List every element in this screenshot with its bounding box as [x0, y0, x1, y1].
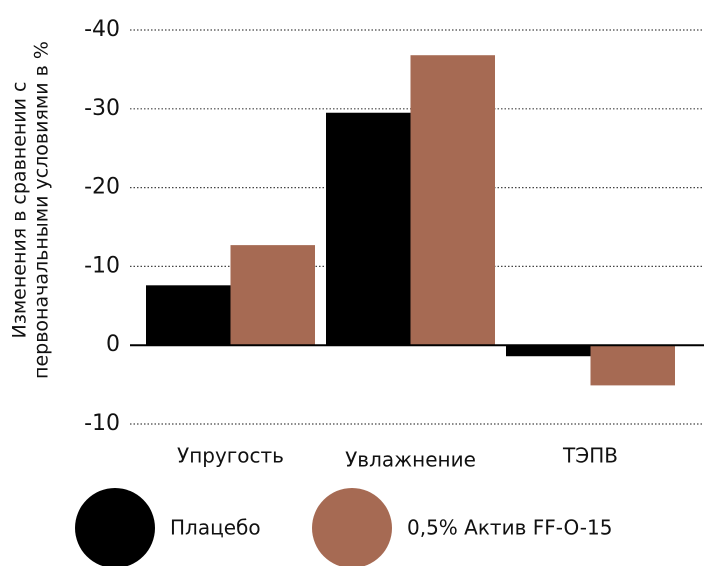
y-tick-label: 0 [106, 332, 120, 357]
legend-swatch [312, 488, 392, 566]
y-tick-label: -40 [84, 17, 120, 42]
bar [590, 345, 675, 386]
y-tick-label: -10 [84, 411, 120, 436]
x-tick-label: Упругость [177, 444, 284, 468]
legend-label: 0,5% Актив FF-O-15 [407, 516, 612, 540]
y-axis-label-line: Изменения в сравнении с [9, 82, 31, 339]
y-tick-label: -10 [84, 253, 120, 278]
y-axis-label-line: первоначальными условиями в % [31, 41, 53, 379]
y-tick-label: -20 [84, 175, 120, 200]
bar [230, 245, 315, 346]
y-tick-label: -30 [84, 96, 120, 121]
legend-label: Плацебо [170, 516, 261, 540]
y-axis-label: Изменения в сравнении с первоначальными … [9, 41, 53, 379]
bar [326, 112, 411, 346]
x-tick-label: ТЭПВ [562, 444, 618, 468]
bar [410, 55, 495, 346]
bar [506, 345, 591, 357]
bar [146, 285, 231, 346]
legend-swatch [75, 488, 155, 566]
x-tick-label: Увлажнение [345, 448, 476, 472]
